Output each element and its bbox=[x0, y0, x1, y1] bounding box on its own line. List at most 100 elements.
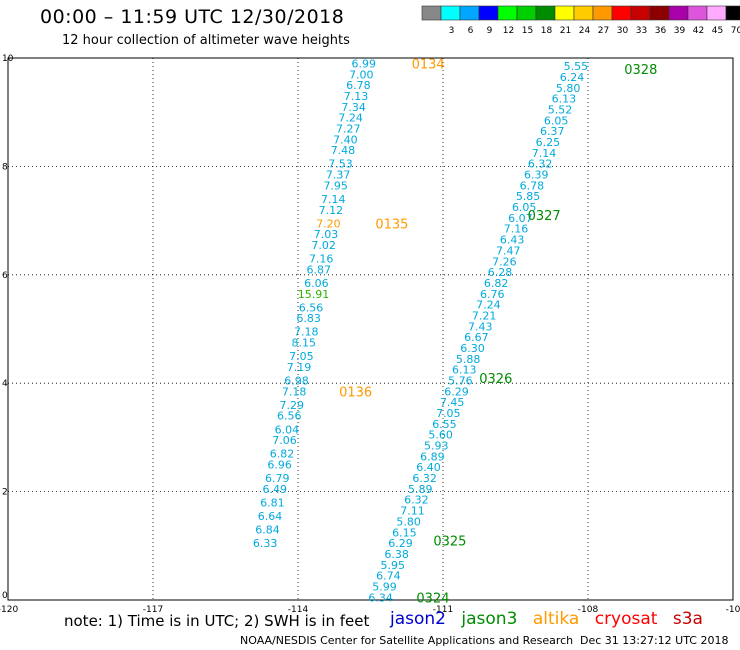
x-tick-label: -108 bbox=[578, 605, 599, 615]
wave-height-point: 5.95 bbox=[380, 559, 405, 572]
pass-time-annotation: 0328 bbox=[624, 63, 657, 78]
wave-height-point: 7.19 bbox=[287, 361, 312, 374]
units-note: note: 1) Time is in UTC; 2) SWH is in fe… bbox=[64, 612, 370, 630]
wave-height-point: 6.82 bbox=[270, 448, 295, 461]
wave-height-point: 6.89 bbox=[420, 450, 445, 463]
wave-height-point: 6.56 bbox=[299, 301, 324, 314]
wave-height-point: 7.14 bbox=[532, 147, 557, 160]
wave-height-point: 6.13 bbox=[452, 364, 477, 377]
wave-height-point: 6.38 bbox=[384, 548, 409, 561]
x-tick-label: -117 bbox=[143, 605, 163, 615]
wave-height-point: 6.49 bbox=[263, 483, 288, 496]
wave-height-point: 6.24 bbox=[560, 71, 585, 84]
pass-time-annotation: 0324 bbox=[416, 591, 449, 606]
wave-height-point: 6.64 bbox=[258, 510, 283, 523]
x-tick-label: -111 bbox=[433, 605, 453, 615]
scale-label: 33 bbox=[636, 26, 647, 36]
wave-height-point: 6.05 bbox=[512, 201, 537, 214]
wave-height-point: 7.14 bbox=[321, 193, 346, 206]
x-tick-label: -10 bbox=[726, 605, 740, 615]
wave-height-point: 7.18 bbox=[294, 326, 319, 339]
wave-height-point: 7.26 bbox=[492, 255, 517, 268]
wave-height-point: 6.78 bbox=[520, 179, 545, 192]
wave-height-point: 6.05 bbox=[544, 114, 569, 127]
chart-title: 00:00 – 11:59 UTC 12/30/2018 bbox=[40, 6, 345, 28]
wave-height-point: 6.55 bbox=[432, 418, 457, 431]
wave-height-point: 6.78 bbox=[346, 79, 371, 92]
wave-height-point: 6.56 bbox=[277, 410, 302, 423]
scale-label: 6 bbox=[468, 26, 474, 36]
wave-height-point: 6.33 bbox=[253, 537, 278, 550]
y-tick-label: 4 bbox=[2, 379, 8, 389]
wave-height-point: 5.60 bbox=[428, 429, 453, 442]
wave-height-point: 6.32 bbox=[404, 494, 429, 507]
wave-height-point: 7.00 bbox=[349, 68, 374, 81]
wave-height-point: 6.07 bbox=[508, 212, 533, 225]
y-tick-label: 8 bbox=[2, 162, 8, 172]
scale-label: 21 bbox=[560, 26, 571, 36]
wave-height-point: 6.34 bbox=[368, 591, 393, 604]
wave-height-point: 6.67 bbox=[464, 331, 489, 344]
scale-label: 18 bbox=[541, 26, 553, 36]
wave-height-point: 6.82 bbox=[484, 277, 509, 290]
wave-height-point: 7.53 bbox=[328, 158, 353, 171]
wave-height-point: 7.20 bbox=[316, 217, 341, 230]
scale-label: 42 bbox=[693, 26, 704, 36]
scale-label: 9 bbox=[487, 26, 493, 36]
scale-label: 30 bbox=[617, 26, 629, 36]
wave-height-point: 6.15 bbox=[392, 526, 417, 539]
pass-time-annotation: 0326 bbox=[479, 372, 512, 387]
scale-label: 27 bbox=[598, 26, 609, 36]
wave-height-point: 5.85 bbox=[516, 190, 541, 203]
wave-height-point: 7.34 bbox=[341, 101, 366, 114]
wave-height-point: 7.29 bbox=[279, 399, 304, 412]
wave-height-point: 5.52 bbox=[548, 103, 573, 116]
wave-height-point: 7.18 bbox=[282, 385, 307, 398]
wave-height-point: 7.21 bbox=[472, 309, 497, 322]
scale-swatch bbox=[725, 5, 740, 21]
scale-label: 39 bbox=[674, 26, 686, 36]
wave-height-point: 6.37 bbox=[540, 125, 565, 138]
wave-height-point: 5.88 bbox=[456, 353, 481, 366]
chart-subtitle: 12 hour collection of altimeter wave hei… bbox=[62, 33, 350, 48]
wave-height-point: 6.40 bbox=[416, 461, 441, 474]
plot-frame bbox=[7, 57, 734, 601]
wave-height-point: 6.39 bbox=[524, 169, 549, 182]
x-tick-label: -120 bbox=[0, 605, 18, 615]
wave-height-point: 7.24 bbox=[338, 112, 363, 125]
wave-height-point: 7.11 bbox=[400, 505, 425, 518]
pass-time-annotation: 0325 bbox=[433, 534, 466, 549]
wave-height-point: 5.93 bbox=[424, 440, 449, 453]
scale-label: 12 bbox=[503, 26, 514, 36]
wave-height-point: 7.13 bbox=[344, 90, 369, 103]
wave-height-point: 6.84 bbox=[255, 524, 280, 537]
legend-s3a: s3a bbox=[672, 609, 703, 629]
y-tick-label: 6 bbox=[2, 271, 8, 281]
wave-height-point: 6.96 bbox=[267, 459, 292, 472]
wave-height-point: 5.80 bbox=[396, 515, 421, 528]
wave-height-point: 7.40 bbox=[333, 133, 358, 146]
wave-height-point: 5.99 bbox=[372, 580, 397, 593]
wave-height-point: 7.02 bbox=[311, 239, 336, 252]
wave-height-point: 7.12 bbox=[319, 204, 344, 217]
y-tick-label: 0 bbox=[2, 591, 8, 601]
wave-height-point: 7.27 bbox=[336, 122, 361, 135]
legend-jason2: jason2 bbox=[390, 609, 446, 629]
scale-label: 70 bbox=[731, 26, 740, 36]
wave-height-point: 6.79 bbox=[265, 472, 290, 485]
wave-height-point: 6.87 bbox=[307, 263, 332, 276]
wave-height-point: 5.89 bbox=[408, 483, 433, 496]
wave-height-point: 7.24 bbox=[476, 299, 501, 312]
wave-height-point: 6.99 bbox=[351, 57, 376, 70]
wave-height-point: 6.28 bbox=[488, 266, 513, 279]
scale-label: 36 bbox=[655, 26, 667, 36]
wave-height-point: 7.47 bbox=[496, 244, 521, 257]
wave-height-point: 6.76 bbox=[480, 288, 505, 301]
wave-height-point: 6.25 bbox=[536, 136, 561, 149]
scale-label: 3 bbox=[449, 26, 455, 36]
wave-height-point: 6.32 bbox=[528, 158, 553, 171]
wave-height-point: 7.05 bbox=[436, 407, 461, 420]
wave-height-point: 7.16 bbox=[504, 223, 529, 236]
